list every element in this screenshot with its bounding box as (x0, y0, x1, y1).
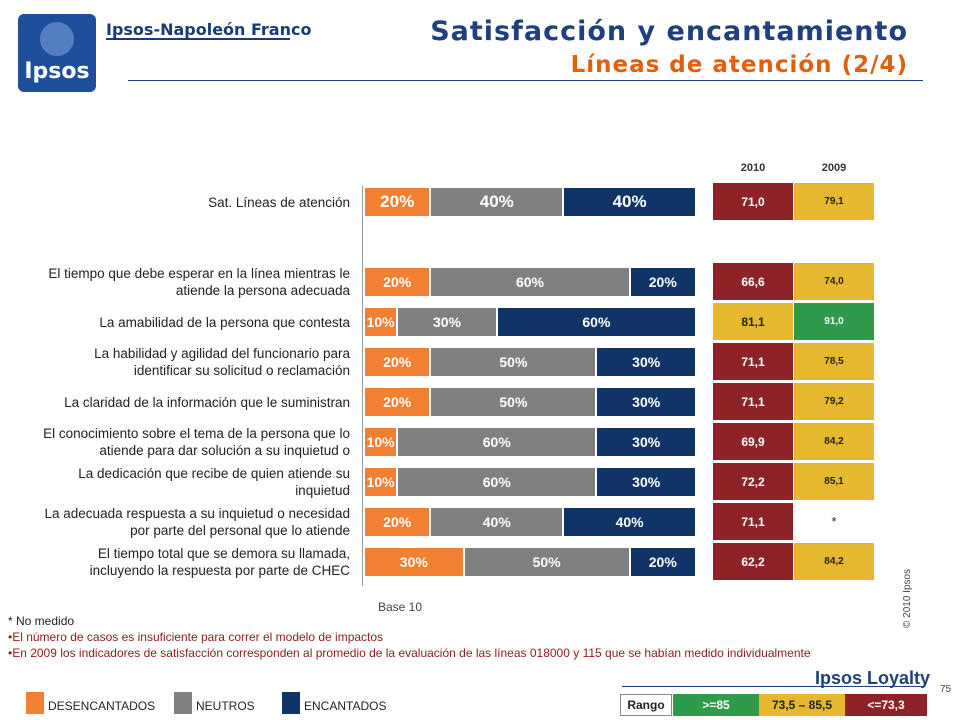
score-2010-cell: 66,6 (713, 263, 793, 301)
bar-segment-neutros: 40% (430, 507, 564, 537)
score-2010-cell: 71,1 (713, 343, 793, 381)
score-2009-cell: * (794, 503, 874, 541)
bar-segment-desencantados: 30% (364, 547, 464, 577)
row-label-line: incluyendo la respuesta por parte de CHE… (89, 563, 350, 578)
legend-neutros-label: NEUTROS (196, 699, 255, 713)
score-2010-cell: 71,0 (713, 183, 793, 221)
title-divider (128, 80, 923, 81)
row-label-line: El tiempo total que se demora su llamada… (97, 546, 350, 561)
legend-desencantados-label: DESENCANTADOS (48, 699, 156, 713)
row-label-line: La habilidad y agilidad del funcionario … (94, 346, 350, 361)
bar-segment-neutros: 40% (430, 187, 564, 217)
row-label: El conocimiento sobre el tema de la pers… (10, 425, 350, 459)
row-label: La claridad de la información que le sum… (10, 394, 350, 411)
bar-segment-encantados: 30% (596, 427, 696, 457)
score-2010-cell: 62,2 (713, 543, 793, 581)
bar-segment-encantados: 40% (563, 507, 696, 537)
footnotes: * No medido •El número de casos es insuf… (8, 613, 868, 661)
row-label-line: Sat. Líneas de atención (208, 194, 350, 210)
footer-divider (622, 686, 922, 687)
row-label: La habilidad y agilidad del funcionario … (10, 345, 350, 379)
row-label-line: El conocimiento sobre el tema de la pers… (43, 426, 350, 441)
copyright: © 2010 Ipsos (902, 568, 913, 628)
score-2009-cell: 84,2 (794, 543, 874, 581)
score-2010-cell: 72,2 (713, 463, 793, 501)
row-label-line: La claridad de la información que le sum… (64, 394, 350, 410)
score-2009-cell: 84,2 (794, 423, 874, 461)
row-label-line: El tiempo que debe esperar en la línea m… (48, 266, 350, 281)
bar-segment-desencantados: 10% (364, 307, 398, 337)
bar-segment-neutros: 50% (430, 347, 597, 377)
bar-segment-neutros: 30% (397, 307, 497, 337)
bar-segment-encantados: 60% (496, 307, 696, 337)
bar-segment-encantados: 30% (596, 347, 696, 377)
brand-underline (106, 38, 290, 40)
logo-figure-icon (40, 22, 74, 56)
range-high: >=85 (673, 694, 759, 716)
bar-segment-desencantados: 20% (364, 347, 431, 377)
year-2010-header: 2010 (740, 162, 766, 174)
bar-segment-desencantados: 20% (364, 507, 431, 537)
row-label-line: atiende para dar solución a su inquietud… (99, 443, 350, 458)
range-label: Rango (620, 694, 672, 716)
logo-text: Ipsos (24, 59, 90, 84)
bar-segment-neutros: 60% (397, 427, 597, 457)
score-2010-cell: 71,1 (713, 503, 793, 541)
score-2010-cell: 81,1 (713, 303, 793, 341)
note-2009-indicators: •En 2009 los indicadores de satisfacción… (8, 646, 811, 660)
row-label: La dedicación que recibe de quien atiend… (10, 465, 350, 499)
base-label: Base 10 (378, 600, 423, 614)
score-2010-cell: 69,9 (713, 423, 793, 461)
bar-segment-desencantados: 20% (364, 387, 431, 417)
legend-encantados-swatch (282, 692, 300, 714)
bar-segment-encantados: 20% (629, 547, 696, 577)
row-label-line: inquietud (295, 483, 350, 498)
page-number: 75 (940, 684, 952, 695)
chart-axis (362, 186, 363, 586)
bar-segment-encantados: 30% (596, 387, 696, 417)
bar-segment-desencantados: 20% (364, 267, 431, 297)
score-2009-cell: 85,1 (794, 463, 874, 501)
brand-name: Ipsos-Napoleón Franco (106, 20, 312, 39)
score-2010-cell: 71,1 (713, 383, 793, 421)
row-label-line: por parte del personal que lo atiende (130, 523, 350, 538)
bar-segment-encantados: 30% (596, 467, 696, 497)
legend-desencantados-swatch (26, 692, 44, 714)
year-2009-header: 2009 (821, 162, 847, 174)
row-label-line: La amabilidad de la persona que contesta (99, 314, 350, 330)
note-insufficient-cases: •El número de casos es insuficiente para… (8, 630, 384, 644)
bar-segment-neutros: 50% (430, 387, 597, 417)
bar-segment-desencantados: 10% (364, 427, 398, 457)
page-title: Satisfacción y encantamiento (430, 16, 908, 47)
bar-segment-neutros: 60% (397, 467, 597, 497)
row-label: Sat. Líneas de atención (10, 194, 350, 211)
bar-segment-neutros: 50% (463, 547, 630, 577)
bar-segment-encantados: 20% (629, 267, 696, 297)
score-2009-cell: 78,5 (794, 343, 874, 381)
legend-encantados-label: ENCANTADOS (304, 699, 387, 713)
range-low: <=73,3 (845, 694, 927, 716)
page-subtitle: Líneas de atención (2/4) (570, 52, 908, 78)
legend-neutros-swatch (174, 692, 192, 714)
row-label-line: La adecuada respuesta a su inquietud o n… (44, 506, 350, 521)
range-mid: 73,5 – 85,5 (759, 694, 845, 716)
footer-brand: Ipsos Loyalty (814, 668, 930, 688)
row-label-line: La dedicación que recibe de quien atiend… (78, 466, 350, 481)
row-label: La adecuada respuesta a su inquietud o n… (10, 505, 350, 539)
score-2009-cell: 79,2 (794, 383, 874, 421)
bar-segment-desencantados: 10% (364, 467, 398, 497)
score-2009-cell: 79,1 (794, 183, 874, 221)
score-2009-cell: 74,0 (794, 263, 874, 301)
row-label-line: identificar su solicitud o reclamación (133, 363, 350, 378)
row-label-line: atiende la persona adecuada (175, 283, 350, 298)
bar-segment-neutros: 60% (430, 267, 630, 297)
row-label: El tiempo total que se demora su llamada… (10, 545, 350, 579)
bar-segment-desencantados: 20% (364, 187, 431, 217)
row-label: El tiempo que debe esperar en la línea m… (10, 265, 350, 299)
score-2009-cell: 91,0 (794, 303, 874, 341)
bar-segment-encantados: 40% (563, 187, 696, 217)
row-label: La amabilidad de la persona que contesta (10, 314, 350, 331)
note-not-measured: * No medido (8, 614, 75, 628)
ipsos-logo: Ipsos (18, 14, 96, 92)
